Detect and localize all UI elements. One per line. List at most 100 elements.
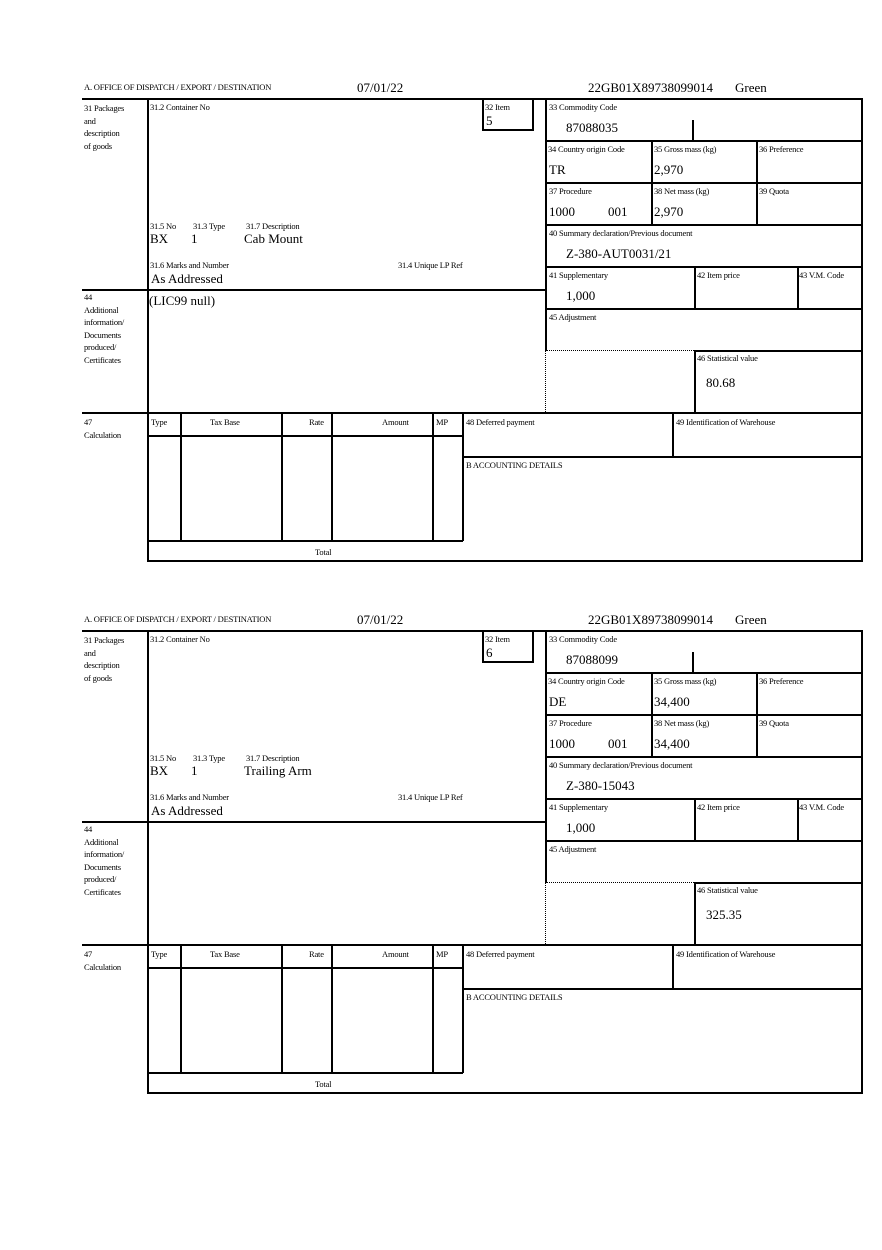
gross-mass-value: 2,970	[654, 162, 684, 177]
rule	[672, 412, 674, 457]
statistical-value-label: 46 Statistical value	[697, 885, 758, 895]
additional-info-label: 44 Additional information/Documents produce…	[84, 823, 124, 898]
description-label: 31.7 Description	[246, 753, 300, 763]
label-line: 44	[84, 292, 93, 302]
type-label: 31.3 Type	[193, 221, 225, 231]
warehouse-label: 49 Identification of Warehouse	[676, 417, 776, 427]
rule	[482, 98, 484, 131]
label-line: description	[84, 128, 120, 138]
package-count-value: 1	[191, 763, 198, 778]
rule	[545, 672, 863, 674]
calc-header-type: Type	[151, 949, 168, 959]
label-line: 47	[84, 949, 93, 959]
office-label: A. OFFICE OF DISPATCH / EXPORT / DESTINA…	[84, 614, 272, 624]
rule	[331, 412, 333, 541]
rule	[432, 412, 434, 541]
label-line: of goods	[84, 672, 112, 683]
item-label: 32 Item	[485, 634, 510, 644]
quota-label: 39 Quota	[759, 718, 789, 728]
calc-header-mp: MP	[436, 417, 448, 427]
gross-mass-value: 34,400	[654, 694, 690, 709]
label-line: description	[84, 660, 120, 670]
rule	[545, 224, 863, 226]
calc-header-type: Type	[151, 417, 168, 427]
item-value: 6	[486, 645, 493, 660]
label-line: Calculation	[84, 961, 121, 972]
supplementary-label: 41 Supplementary	[549, 270, 608, 280]
summary-declaration-label: 40 Summary declaration/Previous document	[549, 228, 693, 238]
packages-label: 31 Packages and description of goods	[84, 634, 124, 684]
commodity-code-label: 33 Commodity Code	[549, 634, 617, 644]
statistical-value: 325.35	[706, 907, 742, 922]
packages-label: 31 Packages and description of goods	[84, 102, 124, 152]
rule	[756, 140, 758, 225]
rule	[545, 798, 863, 800]
package-count-value: 1	[191, 231, 198, 246]
container-no-label: 31.2 Container No	[150, 634, 210, 644]
procedure-value: 1000	[549, 736, 575, 751]
item-label: 32 Item	[485, 102, 510, 112]
label-line: Documents	[84, 861, 121, 872]
rule	[532, 98, 534, 131]
gross-mass-label: 35 Gross mass (kg)	[654, 676, 717, 686]
rule	[82, 289, 546, 291]
quota-label: 39 Quota	[759, 186, 789, 196]
date: 07/01/22	[357, 612, 404, 627]
rule	[180, 412, 182, 541]
rule	[694, 350, 863, 352]
description-value: Cab Mount	[244, 231, 303, 246]
package-kind-value: BX	[150, 763, 169, 778]
rule	[545, 840, 863, 842]
unique-lp-ref-label: 31.4 Unique LP Ref	[398, 792, 463, 802]
description-value: Trailing Arm	[244, 763, 312, 778]
calculation-label: 47 Calculation	[84, 948, 121, 973]
calc-header-amount: Amount	[382, 949, 409, 959]
office-label: A. OFFICE OF DISPATCH / EXPORT / DESTINA…	[84, 82, 272, 92]
label-line: 47	[84, 417, 93, 427]
accounting-details-label: B ACCOUNTING DETAILS	[466, 460, 563, 470]
label-line: produced/	[84, 874, 117, 884]
calc-header-amount: Amount	[382, 417, 409, 427]
country-origin-value: DE	[549, 694, 567, 709]
vm-code-label: 43 V.M. Code	[799, 802, 844, 812]
no-label: 31.5 No	[150, 221, 176, 231]
rule	[482, 630, 484, 663]
container-no-label: 31.2 Container No	[150, 102, 210, 112]
rule	[692, 652, 694, 673]
rule	[180, 944, 182, 1073]
item-value: 5	[486, 113, 493, 128]
label-line: Additional	[84, 304, 119, 315]
label-line: Certificates	[84, 354, 121, 365]
adjustment-label: 45 Adjustment	[549, 312, 597, 322]
summary-declaration-value: Z-380-15043	[566, 778, 635, 793]
country-origin-label: 34 Country origin Code	[548, 676, 625, 686]
calculation-label: 47 Calculation	[84, 416, 121, 441]
summary-declaration-value: Z-380-AUT0031/21	[566, 246, 672, 261]
statistical-value-label: 46 Statistical value	[697, 353, 758, 363]
rule	[545, 140, 863, 142]
package-kind-value: BX	[150, 231, 169, 246]
label-line: information/	[84, 317, 125, 327]
net-mass-label: 38 Net mass (kg)	[654, 186, 710, 196]
rule	[532, 630, 534, 663]
item-price-label: 42 Item price	[697, 802, 740, 812]
rule	[694, 798, 696, 841]
rule	[545, 308, 863, 310]
date: 07/01/22	[357, 80, 404, 95]
label-line: and	[84, 647, 96, 658]
rule	[545, 714, 863, 716]
adjustment-label: 45 Adjustment	[549, 844, 597, 854]
rule	[281, 944, 283, 1073]
rule	[861, 98, 863, 562]
rule	[694, 266, 696, 309]
reference-number: 22GB01X89738099014	[588, 612, 713, 627]
total-label: Total	[315, 547, 332, 557]
rule	[147, 1072, 463, 1074]
rule	[861, 630, 863, 1094]
label-line: Additional	[84, 836, 119, 847]
dotted-rule	[545, 882, 694, 883]
rule	[692, 120, 694, 141]
procedure-value: 1000	[549, 204, 575, 219]
preference-label: 36 Preference	[759, 144, 804, 154]
deferred-payment-label: 48 Deferred payment	[466, 417, 535, 427]
